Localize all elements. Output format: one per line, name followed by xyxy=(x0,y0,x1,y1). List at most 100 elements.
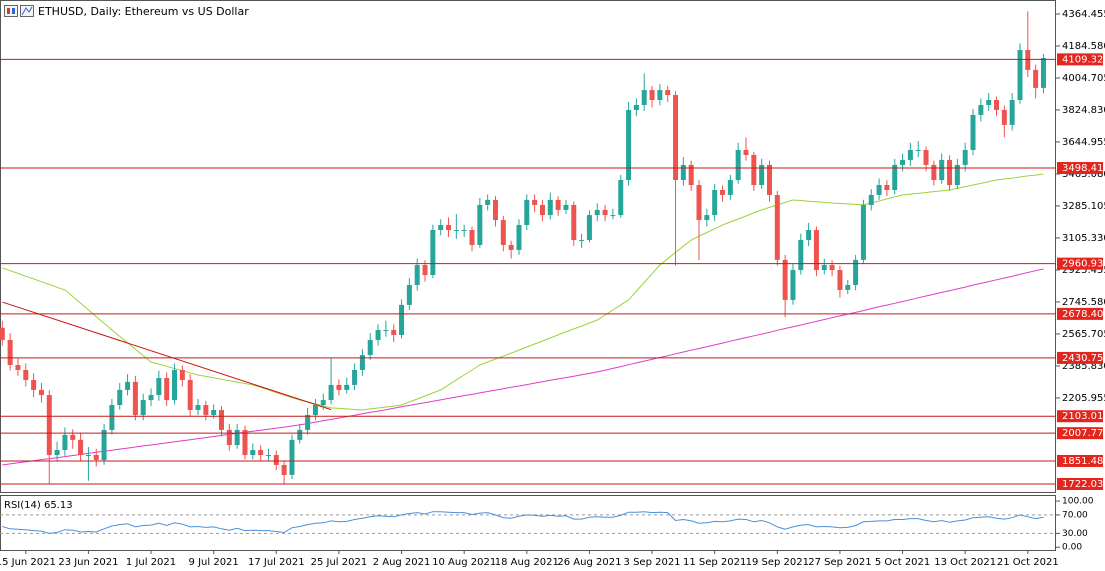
candle-body xyxy=(477,204,483,245)
rsi-tick-label: 30.00 xyxy=(1062,529,1088,539)
candle-body xyxy=(923,149,929,165)
y-tick-label: 3644.955 xyxy=(1062,137,1105,148)
candle-body xyxy=(469,230,475,245)
y-tick-label: 3105.330 xyxy=(1062,233,1105,244)
candle-body xyxy=(680,164,686,181)
candle-body xyxy=(234,429,240,446)
candle-body xyxy=(806,230,812,240)
symbol-icon xyxy=(4,5,34,17)
candle-body xyxy=(555,199,561,210)
candle-body xyxy=(46,395,52,456)
candle-body xyxy=(774,194,780,260)
candle-body xyxy=(610,215,616,217)
candle-body xyxy=(391,329,397,335)
candle-body xyxy=(226,429,232,446)
rsi-pane-frame xyxy=(0,495,1056,551)
level-label: 3498.419 xyxy=(1062,163,1105,174)
candle-body xyxy=(915,149,921,151)
x-tick-label: 13 Oct 2021 xyxy=(934,557,996,568)
x-tick-label: 3 Sep 2021 xyxy=(624,557,681,568)
candle-body xyxy=(649,90,655,100)
candle-body xyxy=(125,381,131,390)
candle-body xyxy=(876,185,882,195)
candle-body xyxy=(438,225,444,231)
x-tick-label: 9 Jul 2021 xyxy=(189,557,239,568)
rsi-title: RSI(14) 65.13 xyxy=(4,500,73,511)
x-tick-label: 5 Oct 2021 xyxy=(875,557,930,568)
candle-body xyxy=(15,365,21,370)
level-label: 2960.930 xyxy=(1062,259,1105,270)
candle-body xyxy=(328,384,334,401)
x-tick-label: 17 Jul 2021 xyxy=(248,557,305,568)
candle-body xyxy=(23,369,29,380)
candle-body xyxy=(273,455,279,465)
candle-body xyxy=(203,405,209,415)
candle-body xyxy=(359,355,365,370)
candle-body xyxy=(492,199,498,221)
x-tick-label: 18 Aug 2021 xyxy=(495,557,559,568)
candle-body xyxy=(845,284,851,290)
x-tick-label: 11 Sep 2021 xyxy=(683,557,746,568)
level-label: 1851.484 xyxy=(1062,456,1105,467)
candle-body xyxy=(829,265,835,271)
candle-body xyxy=(516,225,522,250)
candle-body xyxy=(383,329,389,331)
candle-body xyxy=(148,395,154,401)
candle-body xyxy=(665,90,671,96)
candle-body xyxy=(735,149,741,181)
candle-body xyxy=(939,159,945,181)
candle-body xyxy=(947,159,953,186)
candle-body xyxy=(281,464,287,475)
candle-body xyxy=(602,209,608,216)
candle-body xyxy=(579,239,585,241)
candle-body xyxy=(85,455,91,457)
candle-body xyxy=(485,199,491,205)
level-label: 2103.014 xyxy=(1062,411,1105,422)
y-tick-label: 4004.705 xyxy=(1062,73,1105,84)
level-label: 2678.403 xyxy=(1062,309,1105,320)
candle-body xyxy=(571,204,577,240)
candle-body xyxy=(900,159,906,165)
level-label-box xyxy=(1057,162,1103,175)
rsi-line xyxy=(2,511,1044,534)
candle-body xyxy=(320,400,326,406)
candle-body xyxy=(375,329,381,340)
candle-body xyxy=(132,381,138,415)
candle-body xyxy=(305,414,311,430)
candle-body xyxy=(7,339,13,366)
candle-body xyxy=(978,104,984,115)
level-label-box xyxy=(1057,307,1103,320)
candle-body xyxy=(853,259,859,285)
level-label: 1722.036 xyxy=(1062,479,1105,490)
level-label-box xyxy=(1057,427,1103,440)
candle-body xyxy=(1017,50,1023,100)
candle-body xyxy=(179,369,185,380)
y-tick-label: 2385.830 xyxy=(1062,361,1105,372)
candle-body xyxy=(265,455,271,457)
candle-body xyxy=(727,180,733,195)
x-tick-label: 1 Jul 2021 xyxy=(126,557,176,568)
candle-body xyxy=(500,220,506,245)
x-tick-label: 26 Aug 2021 xyxy=(557,557,621,568)
y-tick-label: 2925.455 xyxy=(1062,265,1105,276)
candle-body xyxy=(892,164,898,190)
x-tick-label: 19 Sep 2021 xyxy=(746,557,809,568)
candle-body xyxy=(626,109,632,181)
x-tick-label: 2 Aug 2021 xyxy=(373,557,431,568)
candle-body xyxy=(813,230,819,271)
x-tick-label: 25 Jul 2021 xyxy=(311,557,368,568)
candle-body xyxy=(352,369,358,385)
candle-body xyxy=(31,379,37,390)
rsi-tick-label: 0.00 xyxy=(1062,543,1082,553)
candle-body xyxy=(258,450,264,456)
y-tick-label: 3824.830 xyxy=(1062,105,1105,116)
candle-body xyxy=(446,225,452,231)
candle-body xyxy=(1033,69,1039,88)
candle-body xyxy=(399,304,405,335)
level-label: 2430.754 xyxy=(1062,353,1105,364)
y-tick-label: 3465.080 xyxy=(1062,169,1105,180)
y-tick-label: 3285.105 xyxy=(1062,201,1105,212)
